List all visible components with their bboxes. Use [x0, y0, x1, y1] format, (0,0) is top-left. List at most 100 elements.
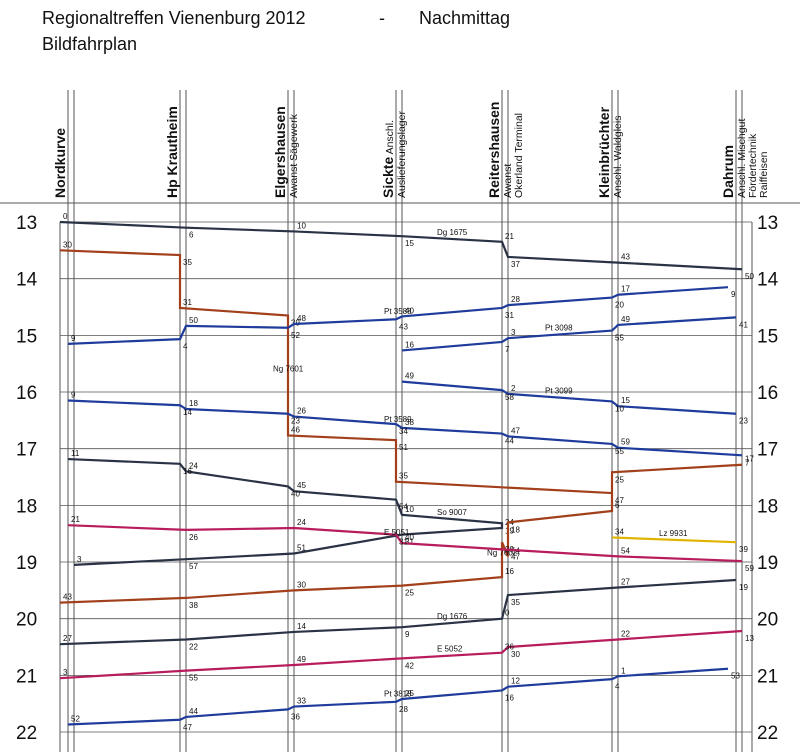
train-path	[401, 380, 737, 415]
minute-label: 14	[297, 622, 306, 631]
station-subtitle: Anschl. Waldgleis	[612, 116, 624, 198]
minute-label: 44	[189, 707, 198, 716]
minute-label: 31	[183, 298, 192, 307]
minute-label: 55	[615, 334, 624, 343]
minute-label: 40	[405, 533, 414, 542]
minute-label: 22	[189, 642, 198, 651]
train-path	[59, 220, 743, 271]
minute-label: 18	[189, 399, 198, 408]
minute-label: 57	[189, 562, 198, 571]
minute-label: 59	[621, 438, 630, 447]
train-label: Ng 7601	[273, 364, 304, 373]
train-path	[67, 286, 729, 345]
minute-label: 11	[71, 449, 80, 458]
minute-label: 50	[745, 272, 754, 281]
minute-label: 3	[511, 328, 516, 337]
station-subtitle: Awanst	[502, 164, 514, 198]
train-label: E 5052	[437, 645, 463, 654]
minute-label: 24	[297, 518, 306, 527]
minute-label: 7	[505, 345, 510, 354]
station-name: Elgershausen	[272, 106, 288, 198]
minute-label: 34	[615, 527, 624, 536]
minute-label: 33	[297, 697, 306, 706]
minute-label: 10	[615, 404, 624, 413]
train-path	[67, 457, 504, 566]
minute-label: 37	[511, 260, 520, 269]
train-path	[67, 524, 743, 563]
page-subtitle: Bildfahrplan	[42, 34, 138, 54]
minute-label: 9	[405, 630, 410, 639]
minute-label: 45	[297, 481, 306, 490]
train-label: Pt 3098	[545, 323, 573, 332]
minute-label: 15	[405, 239, 414, 248]
minute-label: 27	[621, 578, 630, 587]
hour-label-right: 13	[757, 213, 778, 234]
minute-label: 18	[511, 525, 520, 534]
train-label: Pt 3099	[545, 387, 573, 396]
hour-label-right: 18	[757, 496, 778, 517]
minute-label: 43	[63, 593, 72, 602]
minute-label: 30	[63, 240, 72, 249]
minute-label: 55	[615, 447, 624, 456]
hour-label-left: 20	[16, 610, 37, 631]
minute-label: 46	[291, 425, 300, 434]
minute-label: 38	[189, 601, 198, 610]
minute-label: 52	[71, 714, 80, 723]
station-name: Hp Krautheim	[164, 106, 180, 198]
minute-label: 9	[71, 391, 76, 400]
station-header: Elgershausen Awanst Sägewerk	[272, 106, 300, 198]
hour-label-right: 14	[757, 270, 779, 291]
station-header: Reitershausen Awanst Okerland Terminal	[486, 102, 525, 198]
train-label: Lz 9931	[659, 529, 688, 538]
station-header: Kleinbrüchter Anschl. Waldgleis	[596, 106, 624, 198]
train-path	[59, 463, 743, 604]
minute-label: 42	[405, 661, 414, 670]
minute-label: 7	[745, 458, 750, 467]
hour-label-left: 15	[16, 326, 37, 347]
minute-label: 21	[505, 232, 514, 241]
minute-label: 38	[405, 418, 414, 427]
station-subtitle: Anschl. Mischgut	[736, 119, 748, 198]
station-subtitle: Awanst Sägewerk	[288, 113, 300, 198]
minute-label: 1	[621, 666, 626, 675]
train-path	[611, 536, 737, 544]
minute-label: 35	[511, 598, 520, 607]
hour-label-left: 16	[16, 383, 37, 404]
hour-label-left: 17	[16, 440, 37, 461]
minute-label: 13	[745, 634, 754, 643]
hour-label-left: 14	[16, 270, 38, 291]
minute-label: 50	[189, 316, 198, 325]
minute-label: 47	[511, 426, 520, 435]
hour-label-right: 17	[757, 440, 778, 461]
minute-label: 16	[183, 467, 192, 476]
page-title: Regionaltreffen Vienenburg 2012 - Nachmi…	[42, 8, 510, 29]
train-label: So 9007	[437, 508, 467, 517]
minute-label: 41	[739, 320, 748, 329]
minute-label: 34	[399, 427, 408, 436]
minute-label: 16	[405, 340, 414, 349]
minute-label: 28	[399, 705, 408, 714]
minute-label: 22	[621, 629, 630, 638]
minute-label: 19	[739, 583, 748, 592]
train-label: E 5051	[384, 528, 410, 537]
minute-label: 51	[399, 443, 408, 452]
train-label: Dg 1675	[437, 228, 468, 237]
minute-label: 24	[189, 461, 198, 470]
station-name: Kleinbrüchter	[596, 106, 612, 198]
minute-label: 23	[291, 417, 300, 426]
station-name: Nordkurve	[52, 128, 68, 198]
hour-label-right: 21	[757, 666, 778, 687]
station-subtitle: Raiffeisen	[758, 151, 770, 198]
minute-label: 25	[405, 689, 414, 698]
minute-label: 39	[739, 545, 748, 554]
minute-label: 47	[615, 496, 624, 505]
minute-label: 47	[183, 723, 192, 732]
minute-label: 44	[505, 437, 514, 446]
minute-label: 54	[621, 546, 630, 555]
minute-label: 35	[183, 258, 192, 267]
minute-label: 31	[505, 311, 514, 320]
minute-label: 16	[505, 693, 514, 702]
minute-label: 58	[505, 393, 514, 402]
train-label: Pt 3588	[384, 307, 412, 316]
